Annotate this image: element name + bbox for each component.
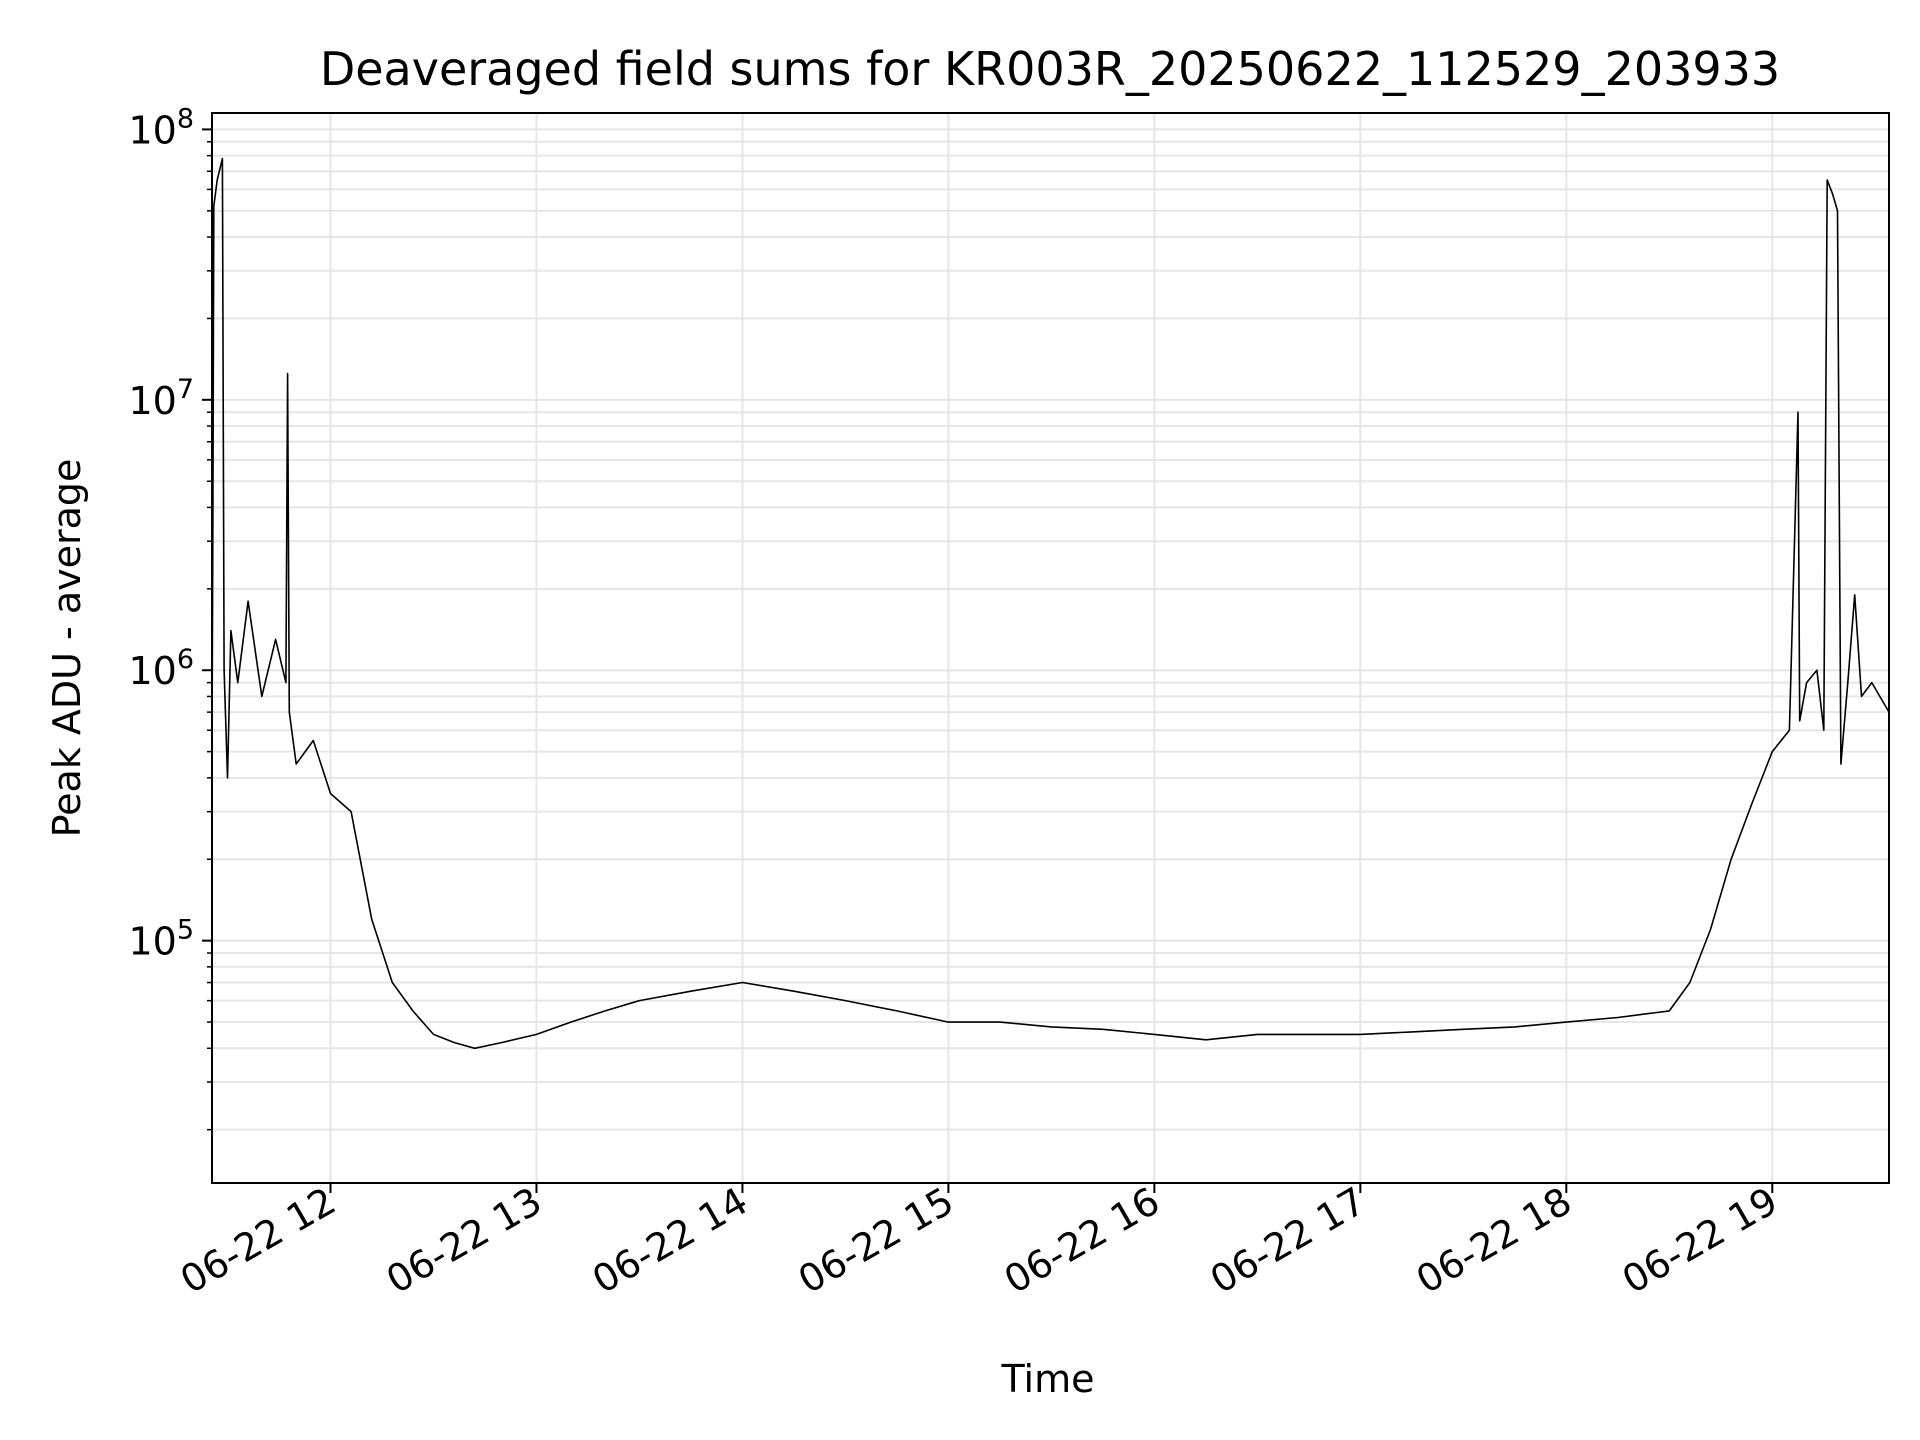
y-tick-label: 106 <box>128 644 194 693</box>
x-axis-label: Time <box>1001 1357 1095 1401</box>
grid <box>212 113 1889 1183</box>
y-tick-label: 105 <box>128 915 194 964</box>
y-tick-label: 107 <box>128 374 194 423</box>
axes-frame <box>211 112 1890 1184</box>
plot-area <box>211 157 1890 1050</box>
series-line <box>211 157 1890 1050</box>
y-tick-label: 108 <box>128 103 194 152</box>
chart-title: Deaveraged field sums for KR003R_2025062… <box>320 42 1780 96</box>
y-axis-label: Peak ADU - average <box>45 459 89 838</box>
